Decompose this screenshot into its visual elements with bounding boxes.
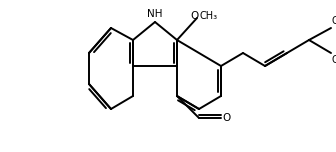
Text: O: O (222, 113, 230, 123)
Text: CH₃: CH₃ (200, 11, 218, 21)
Text: CH₃: CH₃ (331, 55, 336, 65)
Text: NH: NH (147, 9, 163, 19)
Text: O: O (191, 11, 199, 21)
Text: CH₃: CH₃ (331, 16, 336, 26)
